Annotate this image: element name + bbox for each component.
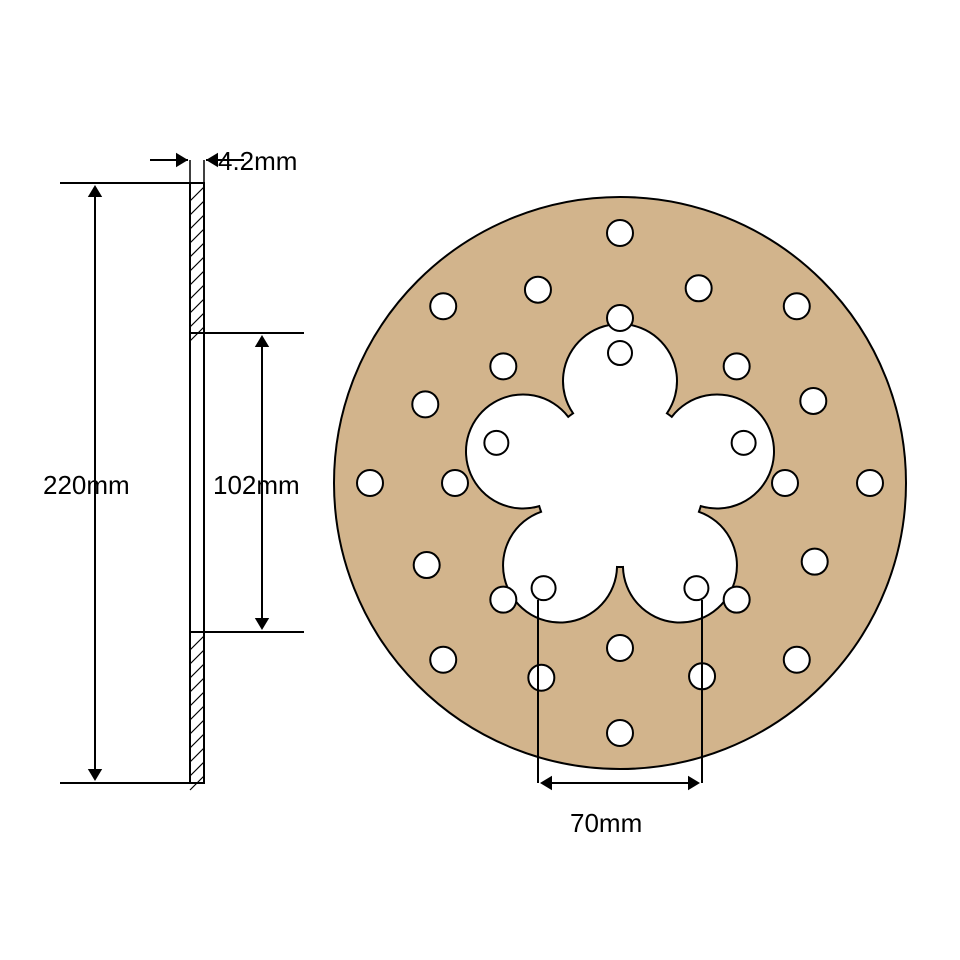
thickness-label: 4.2mm bbox=[218, 146, 297, 177]
drill-hole bbox=[412, 391, 438, 417]
drill-hole bbox=[607, 305, 633, 331]
drill-hole bbox=[442, 470, 468, 496]
drill-hole bbox=[490, 353, 516, 379]
drill-hole bbox=[607, 220, 633, 246]
mount-hole bbox=[608, 341, 632, 365]
drill-hole bbox=[528, 665, 554, 691]
drill-hole bbox=[430, 293, 456, 319]
outer-diameter-label: 220mm bbox=[43, 470, 130, 501]
mount-hole bbox=[532, 576, 556, 600]
mount-hole bbox=[684, 576, 708, 600]
mount-hole bbox=[732, 431, 756, 455]
drill-hole bbox=[414, 552, 440, 578]
drill-hole bbox=[772, 470, 798, 496]
drill-hole bbox=[724, 587, 750, 613]
drill-hole bbox=[607, 635, 633, 661]
bolt-spacing-label: 70mm bbox=[570, 808, 642, 839]
drill-hole bbox=[357, 470, 383, 496]
drill-hole bbox=[784, 293, 810, 319]
drill-hole bbox=[607, 720, 633, 746]
inner-diameter-label: 102mm bbox=[213, 470, 300, 501]
drill-hole bbox=[857, 470, 883, 496]
disc-face bbox=[334, 197, 906, 769]
drill-hole bbox=[490, 587, 516, 613]
drill-hole bbox=[724, 353, 750, 379]
drill-hole bbox=[525, 277, 551, 303]
drill-hole bbox=[800, 388, 826, 414]
drill-hole bbox=[686, 275, 712, 301]
mount-hole bbox=[484, 431, 508, 455]
drill-hole bbox=[802, 549, 828, 575]
drill-hole bbox=[430, 647, 456, 673]
disc-body bbox=[334, 197, 906, 769]
drill-hole bbox=[784, 647, 810, 673]
diagram-svg bbox=[0, 0, 960, 960]
diagram-container: 4.2mm 220mm 102mm 70mm bbox=[0, 0, 960, 960]
